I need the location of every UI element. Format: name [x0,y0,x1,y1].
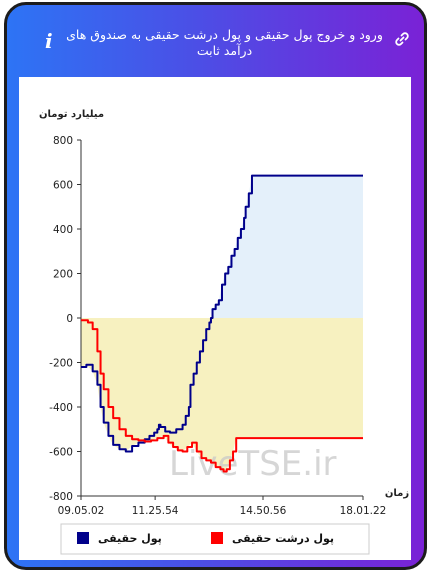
y-tick-label: 0 [66,313,73,325]
x-tick-label: 18.01.22 [340,505,387,517]
legend-label-real[interactable]: پول حقیقی [98,532,162,545]
chart-panel: -800 -600 -400 -200 0 200 400 600 800 09.05.02 11.… [19,77,411,560]
link-icon[interactable] [394,31,410,51]
legend-label-big-real[interactable]: پول درشت حقیقی [232,532,334,545]
y-tick-label: 800 [53,135,73,147]
y-axis-label: میلیارد تومان [39,109,104,120]
y-tick-label: 400 [53,224,73,236]
series-line-real[interactable] [81,174,363,453]
info-icon[interactable]: i [45,29,53,53]
card-header: i ورود و خروج پول حقیقی و پول درشت حقیقی… [7,5,424,77]
x-axis-label: زمان [385,488,409,499]
chart-title: ورود و خروج پول حقیقی و پول درشت حقیقی ب… [66,27,383,58]
positive-area [81,175,363,318]
watermark: LiveTSE.ir [169,444,337,484]
x-tick-label: 14.50.56 [240,505,287,517]
y-tick-label: -800 [49,491,73,503]
x-tick-label: 09.05.02 [58,505,105,517]
y-tick-label: -400 [49,402,73,414]
legend-swatch-big-real [211,532,223,544]
series-line-big-real[interactable] [81,319,363,473]
negative-area-real [81,318,363,452]
x-tick-label: 11.25.54 [132,505,179,517]
legend-swatch-real [77,532,89,544]
y-tick-label: 600 [53,180,73,192]
chart-card: i ورود و خروج پول حقیقی و پول درشت حقیقی… [4,2,427,570]
legend: پول حقیقی پول درشت حقیقی [60,523,370,555]
y-tick-label: -200 [49,358,73,370]
y-tick-label: 200 [53,269,73,281]
chart-svg: -800 -600 -400 -200 0 200 400 600 800 09.05.02 11.… [39,109,409,555]
y-tick-label: -600 [49,447,73,459]
